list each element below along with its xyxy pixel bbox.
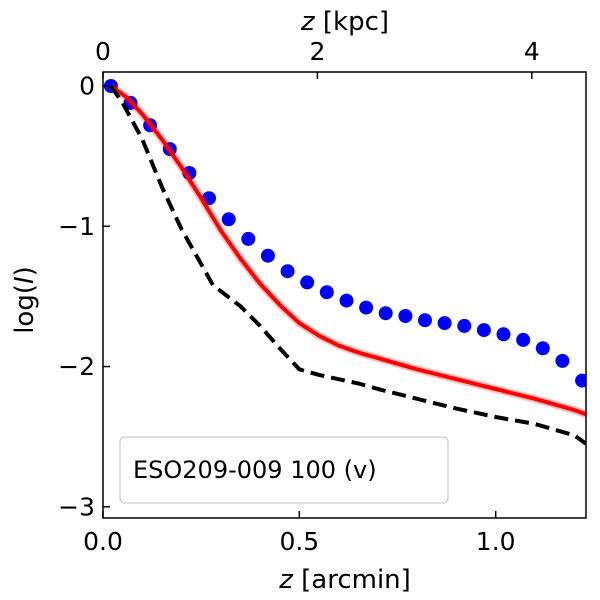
legend-text: ESO209-009 100 (v): [133, 456, 377, 484]
x-axis-label-unit: [arcmin]: [293, 565, 411, 595]
axes-frame: [102, 71, 587, 519]
data-point-17: [437, 316, 452, 331]
legend: ESO209-009 100 (v): [119, 436, 449, 504]
top-tick-label-0: 0: [95, 37, 111, 66]
ticks: 0.0 0.5 1.0 0 −1 −2 −3 0 2 4: [58, 37, 540, 556]
x-tick-label-1: 0.5: [279, 527, 319, 556]
data-point-18: [457, 318, 472, 333]
x-axis-label-var: z: [278, 565, 294, 595]
x-tick-label-2: 1.0: [476, 527, 516, 556]
data-point-24: [575, 373, 586, 388]
y-tick-label-3: −3: [58, 492, 95, 521]
plot-content: [103, 79, 586, 446]
data-point-15: [398, 309, 413, 323]
top-axis-label: z [kpc]: [300, 7, 389, 37]
x-tick-label-0: 0.0: [83, 527, 123, 556]
data-point-20: [496, 327, 511, 342]
y-tick-label-0: 0: [79, 72, 95, 101]
data-point-6: [221, 212, 236, 227]
data-point-8: [260, 248, 275, 263]
model-line: [109, 84, 586, 417]
data-point-9: [280, 264, 295, 279]
y-tick-label-2: −2: [58, 352, 95, 381]
y-axis-label: log(I): [10, 266, 40, 334]
y-axis-label-var: I: [10, 276, 40, 284]
top-tick-label-1: 2: [309, 37, 325, 66]
y-tick-label-1: −1: [58, 212, 95, 241]
data-point-19: [476, 323, 491, 338]
top-tick-label-2: 4: [524, 37, 540, 66]
data-point-7: [241, 231, 256, 246]
data-point-16: [418, 313, 432, 328]
data-point-14: [378, 306, 393, 321]
top-axis-label-unit: [kpc]: [315, 7, 389, 37]
data-point-13: [359, 300, 374, 315]
psf-line: [109, 84, 586, 446]
data-point-22: [535, 341, 550, 356]
data-point-23: [555, 353, 570, 368]
data-point-10: [300, 275, 315, 290]
data-point-12: [339, 293, 354, 308]
data-point-11: [319, 285, 334, 300]
y-axis-label-prefix: log(: [10, 284, 40, 334]
x-axis-label: z [arcmin]: [278, 565, 411, 595]
legend-box: [119, 436, 449, 504]
y-axis-label-suffix: ): [10, 266, 40, 276]
top-axis-label-var: z: [300, 7, 316, 37]
data-point-21: [516, 332, 531, 347]
